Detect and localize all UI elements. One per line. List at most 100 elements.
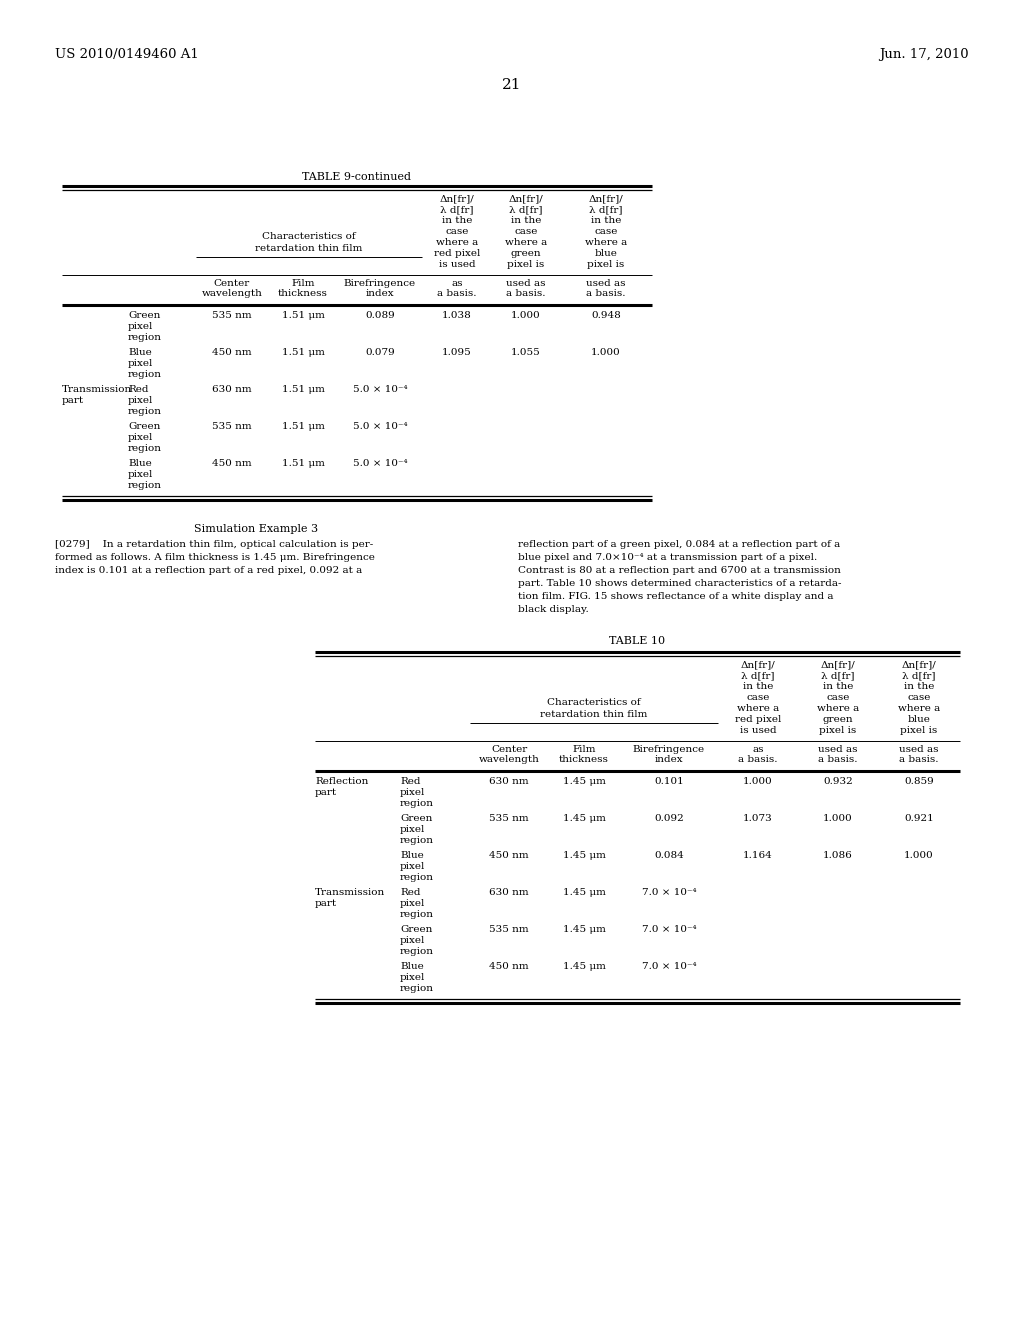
- Text: 1.000: 1.000: [743, 777, 773, 785]
- Text: is used: is used: [438, 260, 475, 269]
- Text: where a: where a: [817, 704, 859, 713]
- Text: 1.000: 1.000: [823, 814, 853, 822]
- Text: region: region: [128, 444, 162, 453]
- Text: pixel: pixel: [128, 470, 154, 479]
- Text: case: case: [826, 693, 850, 702]
- Text: Film
thickness: Film thickness: [279, 279, 328, 298]
- Text: 0.089: 0.089: [366, 312, 395, 319]
- Text: 0.079: 0.079: [366, 348, 395, 356]
- Text: part: part: [62, 396, 84, 405]
- Text: λ d[fr]: λ d[fr]: [902, 671, 936, 680]
- Text: case: case: [514, 227, 538, 236]
- Text: 450 nm: 450 nm: [212, 348, 252, 356]
- Text: 7.0 × 10⁻⁴: 7.0 × 10⁻⁴: [642, 962, 696, 972]
- Text: Δn[fr]/: Δn[fr]/: [509, 194, 544, 203]
- Text: 1.000: 1.000: [591, 348, 621, 356]
- Text: blue: blue: [595, 249, 617, 257]
- Text: pixel: pixel: [400, 973, 425, 982]
- Text: Δn[fr]/: Δn[fr]/: [589, 194, 624, 203]
- Text: Characteristics of: Characteristics of: [262, 232, 355, 242]
- Text: Green: Green: [400, 814, 432, 822]
- Text: Transmission: Transmission: [62, 385, 132, 393]
- Text: Green: Green: [128, 422, 161, 432]
- Text: 0.084: 0.084: [654, 851, 684, 861]
- Text: 535 nm: 535 nm: [212, 422, 252, 432]
- Text: 0.948: 0.948: [591, 312, 621, 319]
- Text: is used: is used: [739, 726, 776, 735]
- Text: 450 nm: 450 nm: [489, 962, 528, 972]
- Text: pixel: pixel: [400, 788, 425, 797]
- Text: Blue: Blue: [128, 348, 152, 356]
- Text: 1.45 μm: 1.45 μm: [562, 814, 605, 822]
- Text: 1.51 μm: 1.51 μm: [282, 385, 325, 393]
- Text: region: region: [128, 480, 162, 490]
- Text: region: region: [400, 909, 434, 919]
- Text: case: case: [445, 227, 469, 236]
- Text: part: part: [315, 788, 337, 797]
- Text: green: green: [511, 249, 542, 257]
- Text: λ d[fr]: λ d[fr]: [589, 205, 623, 214]
- Text: Red: Red: [128, 385, 148, 393]
- Text: region: region: [400, 873, 434, 882]
- Text: as
a basis.: as a basis.: [437, 279, 477, 298]
- Text: pixel: pixel: [400, 825, 425, 834]
- Text: case: case: [746, 693, 770, 702]
- Text: 0.101: 0.101: [654, 777, 684, 785]
- Text: pixel: pixel: [128, 396, 154, 405]
- Text: 21: 21: [502, 78, 522, 92]
- Text: where a: where a: [737, 704, 779, 713]
- Text: in the: in the: [591, 216, 622, 224]
- Text: Δn[fr]/: Δn[fr]/: [901, 660, 936, 669]
- Text: red pixel: red pixel: [735, 715, 781, 723]
- Text: case: case: [907, 693, 931, 702]
- Text: pixel: pixel: [400, 936, 425, 945]
- Text: Green: Green: [128, 312, 161, 319]
- Text: as
a basis.: as a basis.: [738, 744, 778, 764]
- Text: 1.45 μm: 1.45 μm: [562, 962, 605, 972]
- Text: black display.: black display.: [518, 605, 589, 614]
- Text: 1.51 μm: 1.51 μm: [282, 459, 325, 469]
- Text: Δn[fr]/: Δn[fr]/: [439, 194, 474, 203]
- Text: pixel: pixel: [400, 862, 425, 871]
- Text: Birefringence
index: Birefringence index: [344, 279, 416, 298]
- Text: 0.921: 0.921: [904, 814, 934, 822]
- Text: used as
a basis.: used as a basis.: [899, 744, 939, 764]
- Text: part: part: [315, 899, 337, 908]
- Text: pixel is: pixel is: [588, 260, 625, 269]
- Text: 630 nm: 630 nm: [489, 777, 528, 785]
- Text: [0279]    In a retardation thin film, optical calculation is per-: [0279] In a retardation thin film, optic…: [55, 540, 374, 549]
- Text: region: region: [400, 983, 434, 993]
- Text: Blue: Blue: [400, 851, 424, 861]
- Text: 5.0 × 10⁻⁴: 5.0 × 10⁻⁴: [352, 385, 408, 393]
- Text: λ d[fr]: λ d[fr]: [440, 205, 474, 214]
- Text: green: green: [822, 715, 853, 723]
- Text: 535 nm: 535 nm: [489, 925, 528, 935]
- Text: 1.51 μm: 1.51 μm: [282, 348, 325, 356]
- Text: 0.092: 0.092: [654, 814, 684, 822]
- Text: US 2010/0149460 A1: US 2010/0149460 A1: [55, 48, 199, 61]
- Text: blue: blue: [907, 715, 931, 723]
- Text: 1.45 μm: 1.45 μm: [562, 777, 605, 785]
- Text: index is 0.101 at a reflection part of a red pixel, 0.092 at a: index is 0.101 at a reflection part of a…: [55, 566, 362, 576]
- Text: TABLE 10: TABLE 10: [609, 636, 666, 645]
- Text: 450 nm: 450 nm: [489, 851, 528, 861]
- Text: Red: Red: [400, 888, 421, 898]
- Text: used as
a basis.: used as a basis.: [818, 744, 858, 764]
- Text: in the: in the: [511, 216, 542, 224]
- Text: blue pixel and 7.0×10⁻⁴ at a transmission part of a pixel.: blue pixel and 7.0×10⁻⁴ at a transmissio…: [518, 553, 817, 562]
- Text: red pixel: red pixel: [434, 249, 480, 257]
- Text: 1.055: 1.055: [511, 348, 541, 356]
- Text: Green: Green: [400, 925, 432, 935]
- Text: where a: where a: [505, 238, 547, 247]
- Text: 630 nm: 630 nm: [489, 888, 528, 898]
- Text: 5.0 × 10⁻⁴: 5.0 × 10⁻⁴: [352, 422, 408, 432]
- Text: Characteristics of: Characteristics of: [547, 698, 641, 708]
- Text: retardation thin film: retardation thin film: [541, 710, 648, 719]
- Text: pixel: pixel: [128, 359, 154, 368]
- Text: 1.000: 1.000: [511, 312, 541, 319]
- Text: where a: where a: [585, 238, 627, 247]
- Text: in the: in the: [742, 682, 773, 690]
- Text: pixel is: pixel is: [900, 726, 938, 735]
- Text: pixel: pixel: [128, 322, 154, 331]
- Text: region: region: [128, 407, 162, 416]
